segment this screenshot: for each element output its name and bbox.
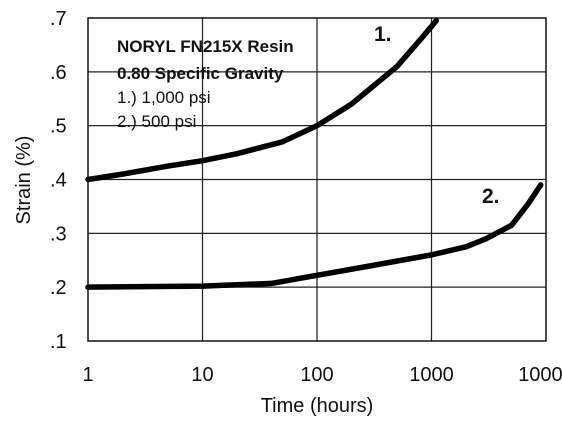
series-line-2 <box>85 182 544 290</box>
plot-frame <box>87 17 547 342</box>
legend-specific-gravity: 0.80 Specific Gravity <box>117 64 284 83</box>
legend-series-1: 1.) 1,000 psi <box>117 88 211 107</box>
series-label-2: 2. <box>482 185 500 208</box>
x-tick-label: 100 <box>300 364 333 386</box>
x-tick-label: 10 <box>191 364 213 386</box>
y-tick-label: .5 <box>50 116 67 138</box>
y-tick-label: .1 <box>50 331 67 353</box>
y-tick-label: .4 <box>50 170 67 192</box>
y-tick-label: .3 <box>50 223 67 245</box>
y-axis-title: Strain (%) <box>13 136 35 225</box>
series-label-1: 1. <box>374 23 392 46</box>
series-line-1 <box>85 17 439 183</box>
x-tick-label: 1 <box>82 364 93 386</box>
y-tick-label: .7 <box>50 8 67 30</box>
x-axis-title: Time (hours) <box>261 395 374 417</box>
series-layer <box>85 17 544 290</box>
legend-material-name: NORYL FN215X Resin <box>117 37 294 56</box>
tick-label-layer: 1 10 100 1000 10000 .1 .2 .3 .4 .5 .6 .7 <box>50 8 562 386</box>
legend-series-2: 2.) 500 psi <box>117 112 196 131</box>
y-tick-label: .2 <box>50 277 67 299</box>
x-tick-label: 1000 <box>409 364 454 386</box>
x-tick-label: 10000 <box>518 364 562 386</box>
y-tick-label: .6 <box>50 62 67 84</box>
